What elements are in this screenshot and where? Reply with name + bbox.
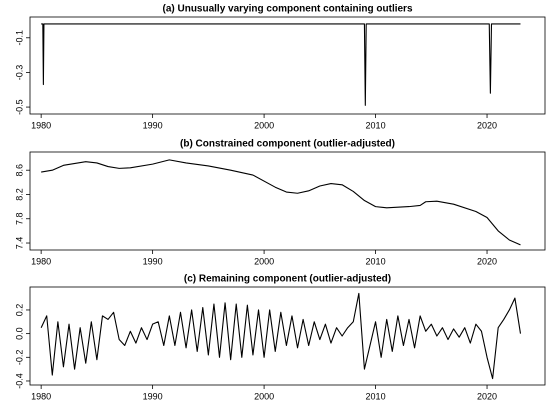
x-tick-label: 2010 [366,256,386,266]
x-tick-label: 2010 [366,120,386,130]
y-tick-label: 7.8 [14,212,24,225]
y-tick-label: 8.2 [14,188,24,201]
series-line [41,159,521,246]
x-tick-label: 2020 [477,256,497,266]
y-tick-label: -0.5 [14,99,24,115]
x-tick-label: 1980 [31,120,51,130]
y-tick-label: 7.4 [14,237,24,250]
y-tick-label: -0.1 [14,30,24,46]
plot-frame [29,151,546,251]
y-tick-label: -0.2 [14,350,24,366]
series-line [41,23,521,106]
x-tick-label: 2000 [254,120,274,130]
y-tick-label: -0.3 [14,65,24,81]
x-tick-label: 2020 [477,391,497,401]
x-tick-label: 1980 [31,391,51,401]
x-tick-label: 1990 [143,256,163,266]
x-tick-label: 2010 [366,391,386,401]
x-tick-label: 1980 [31,256,51,266]
y-tick-label: 0.2 [14,304,24,317]
x-tick-label: 1990 [143,391,163,401]
x-tick-label: 2000 [254,391,274,401]
y-tick-label: 0.0 [14,327,24,340]
x-tick-label: 1990 [143,120,163,130]
series-line [40,292,522,380]
panel-title: (a) Unusually varying component containi… [162,4,412,15]
panel-title: (b) Constrained component (outlier-adjus… [180,139,395,150]
x-tick-label: 2000 [254,256,274,266]
y-tick-label: 8.6 [14,164,24,177]
plot-frame [29,286,546,386]
x-tick-label: 2020 [477,120,497,130]
y-tick-label: -0.4 [14,373,24,389]
panel-title: (c) Remaining component (outlier-adjuste… [184,274,391,285]
plot-frame [29,16,546,115]
